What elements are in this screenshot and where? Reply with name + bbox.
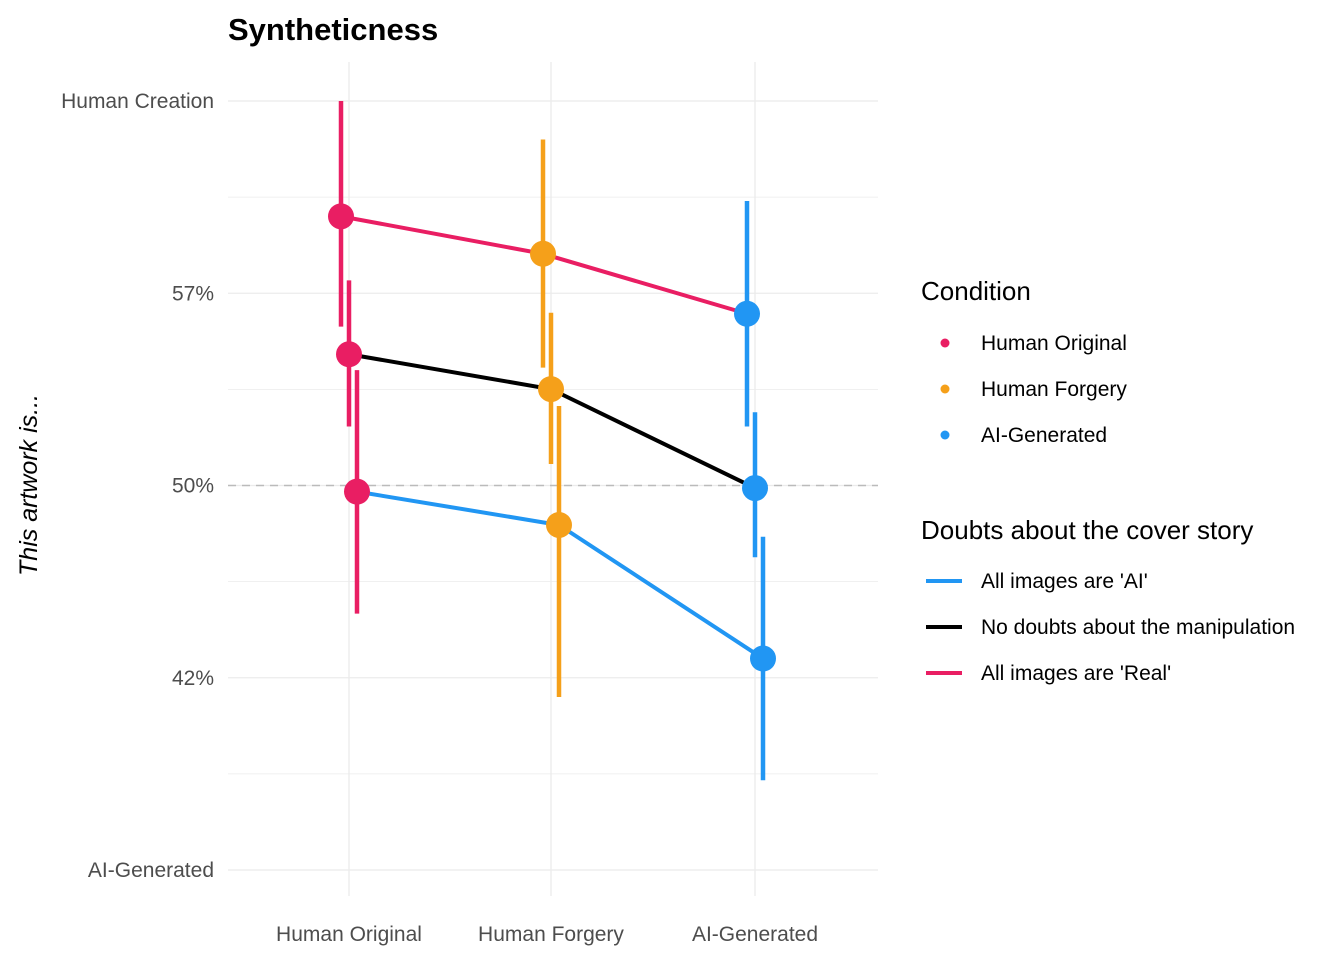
y-tick-label: AI-Generated <box>88 859 214 882</box>
data-point <box>546 511 572 538</box>
legend-condition-title: Condition <box>921 276 1031 306</box>
x-tick-label: Human Original <box>276 923 422 946</box>
data-point <box>750 645 776 672</box>
legend-condition-key <box>940 384 950 394</box>
data-point <box>328 203 354 230</box>
y-axis-ticks: Human Creation 57% 50% 42% AI-Generated <box>61 90 214 882</box>
legend-condition-key <box>940 430 950 440</box>
data-point <box>336 341 362 368</box>
legend-doubts-label: No doubts about the manipulation <box>981 616 1295 639</box>
legend-condition-label: Human Original <box>981 332 1127 355</box>
data-point <box>344 478 370 505</box>
data-point <box>530 240 556 267</box>
data-points <box>328 203 776 672</box>
y-tick-label: 42% <box>172 667 214 690</box>
legend-doubts-items: All images are 'AI' No doubts about the m… <box>926 570 1295 685</box>
x-tick-label: Human Forgery <box>478 923 624 946</box>
legend-doubts-label: All images are 'Real' <box>981 662 1171 685</box>
legend-doubts-title: Doubts about the cover story <box>921 515 1253 545</box>
legend-doubts-label: All images are 'AI' <box>981 570 1148 593</box>
x-tick-label: AI-Generated <box>692 923 818 946</box>
legend-condition-label: AI-Generated <box>981 424 1107 447</box>
legend: Condition Human Original Human Forgery AI-… <box>921 276 1295 685</box>
chart-title: Syntheticness <box>228 12 438 47</box>
data-point <box>734 300 760 327</box>
legend-condition-key <box>940 338 950 348</box>
y-tick-label: Human Creation <box>61 90 214 113</box>
legend-condition-items: Human Original Human Forgery AI-Generated <box>940 332 1127 447</box>
legend-condition-label: Human Forgery <box>981 378 1127 401</box>
x-axis-ticks: Human Original Human Forgery AI-Generated <box>276 923 818 946</box>
y-tick-label: 50% <box>172 475 214 498</box>
grid <box>228 62 878 896</box>
y-axis-label: This artwork is... <box>15 394 43 576</box>
y-tick-label: 57% <box>172 282 214 305</box>
data-point <box>742 475 768 502</box>
data-point <box>538 376 564 403</box>
